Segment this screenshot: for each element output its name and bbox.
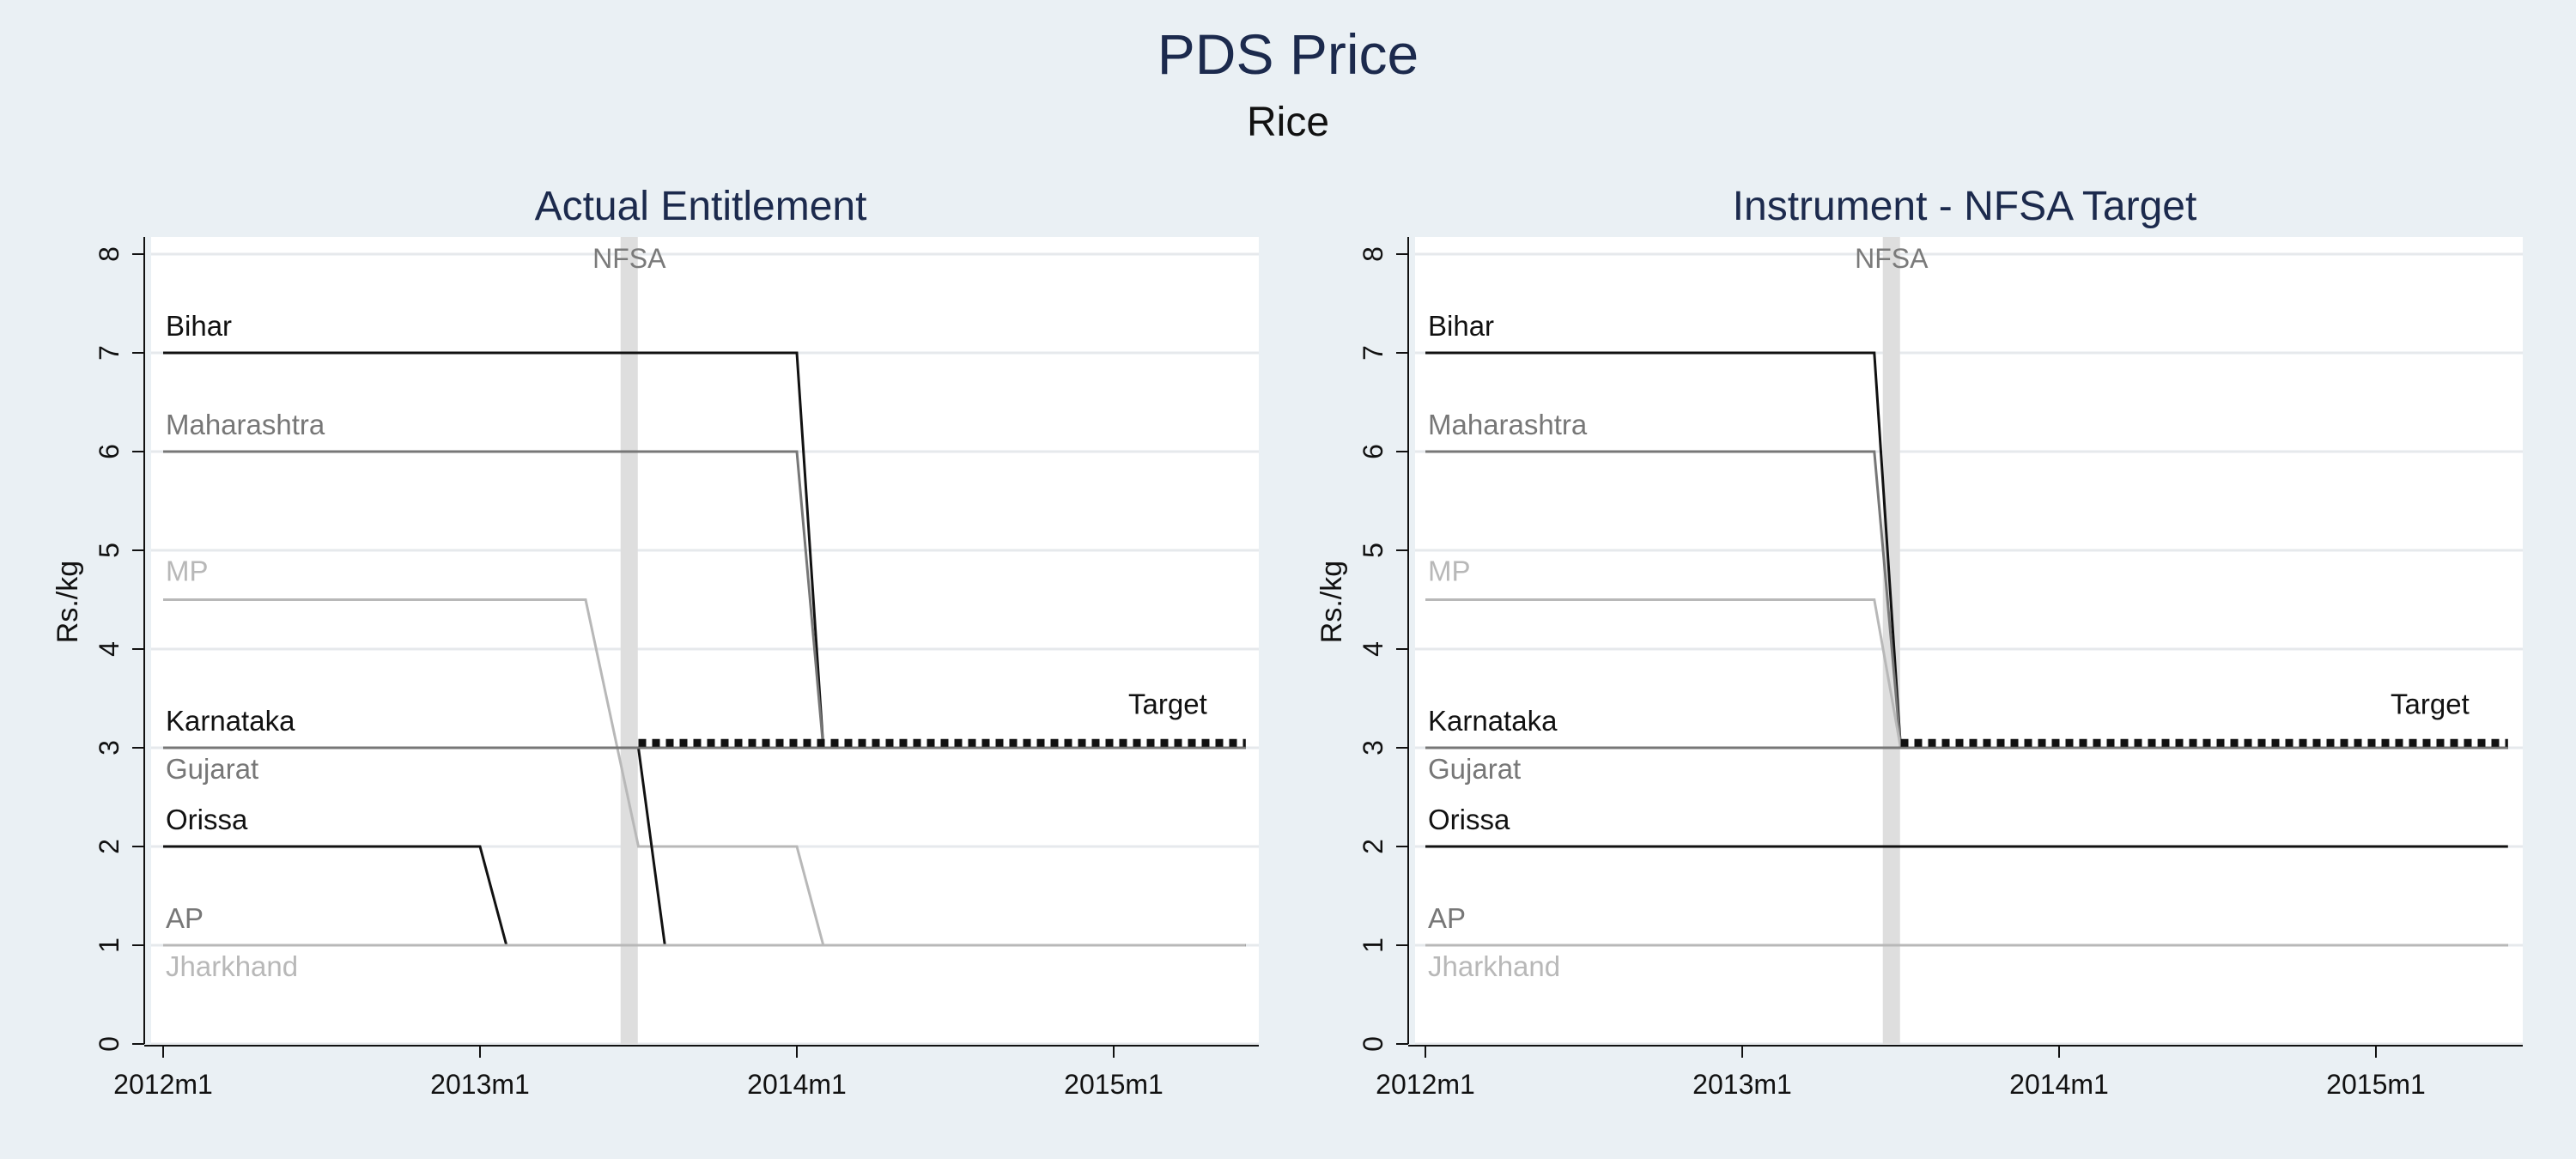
y-tick-label-4: 4	[94, 641, 125, 657]
plot-area	[1415, 237, 2523, 1044]
panel-title: Instrument - NFSA Target	[1733, 184, 2197, 229]
series-label-gujarat: Gujarat	[166, 753, 258, 785]
y-tick-label-1: 1	[94, 938, 125, 953]
series-label-karnataka: Karnataka	[1428, 705, 1558, 737]
series-label-gujarat: Gujarat	[1428, 753, 1521, 785]
y-tick-label-2: 2	[94, 839, 125, 854]
x-tick-label-2012m1: 2012m1	[113, 1069, 213, 1100]
series-label-target: Target	[1128, 688, 1207, 719]
y-tick-label-5: 5	[1358, 543, 1388, 558]
series-label-maharashtra: Maharashtra	[1428, 409, 1588, 440]
x-tick-label-2012m1: 2012m1	[1376, 1069, 1475, 1100]
series-label-ap: AP	[166, 902, 204, 934]
series-label-maharashtra: Maharashtra	[166, 409, 325, 440]
y-axis-title: Rs./kg	[52, 561, 84, 643]
nfsa-band-label: NFSA	[592, 243, 666, 274]
y-tick-label-1: 1	[1358, 938, 1388, 953]
nfsa-band	[620, 237, 638, 1044]
x-tick-label-2013m1: 2013m1	[1692, 1069, 1792, 1100]
x-tick-label-2015m1: 2015m1	[2326, 1069, 2426, 1100]
series-label-jharkhand: Jharkhand	[1428, 950, 1560, 982]
x-tick-label-2015m1: 2015m1	[1064, 1069, 1163, 1100]
series-label-bihar: Bihar	[1428, 310, 1494, 342]
x-tick-label-2014m1: 2014m1	[2009, 1069, 2109, 1100]
nfsa-band-label: NFSA	[1855, 243, 1929, 274]
y-tick-label-6: 6	[1358, 444, 1388, 459]
y-tick-label-0: 0	[1358, 1036, 1388, 1052]
series-label-orissa: Orissa	[1428, 804, 1510, 835]
panel-actual-entitlement: NFSA 0 1 2 3 4 5 6 7 8 Rs./kg 2012m1 2013m1 2014m1 201…	[52, 184, 1259, 1100]
series-label-bihar: Bihar	[166, 310, 232, 342]
x-tick-label-2014m1: 2014m1	[747, 1069, 847, 1100]
y-tick-label-4: 4	[1358, 641, 1388, 657]
y-tick-label-8: 8	[94, 246, 125, 262]
y-tick-label-0: 0	[94, 1036, 125, 1052]
y-tick-label-3: 3	[1358, 740, 1388, 755]
series-label-orissa: Orissa	[166, 804, 248, 835]
panel-title: Actual Entitlement	[535, 184, 867, 229]
main-subtitle: Rice	[1247, 100, 1329, 145]
y-tick-label-8: 8	[1358, 246, 1388, 262]
y-tick-label-5: 5	[94, 543, 125, 558]
series-label-jharkhand: Jharkhand	[166, 950, 298, 982]
plot-area	[151, 237, 1259, 1044]
y-tick-label-6: 6	[94, 444, 125, 459]
series-label-mp: MP	[166, 555, 209, 587]
y-tick-label-7: 7	[94, 345, 125, 361]
y-axis-title: Rs./kg	[1315, 561, 1348, 643]
series-label-target: Target	[2391, 688, 2470, 719]
y-tick-label-2: 2	[1358, 839, 1388, 854]
y-tick-label-7: 7	[1358, 345, 1388, 361]
series-label-mp: MP	[1428, 555, 1471, 587]
panel-instrument-nfsa-target: NFSA 0 1 2 3 4 5 6 7 8 Rs./kg 2012m1 2013m1 2014m1 201…	[1315, 184, 2523, 1100]
series-label-ap: AP	[1428, 902, 1466, 934]
series-label-karnataka: Karnataka	[166, 705, 295, 737]
x-tick-label-2013m1: 2013m1	[430, 1069, 530, 1100]
main-title: PDS Price	[1157, 22, 1419, 86]
y-tick-label-3: 3	[94, 740, 125, 755]
